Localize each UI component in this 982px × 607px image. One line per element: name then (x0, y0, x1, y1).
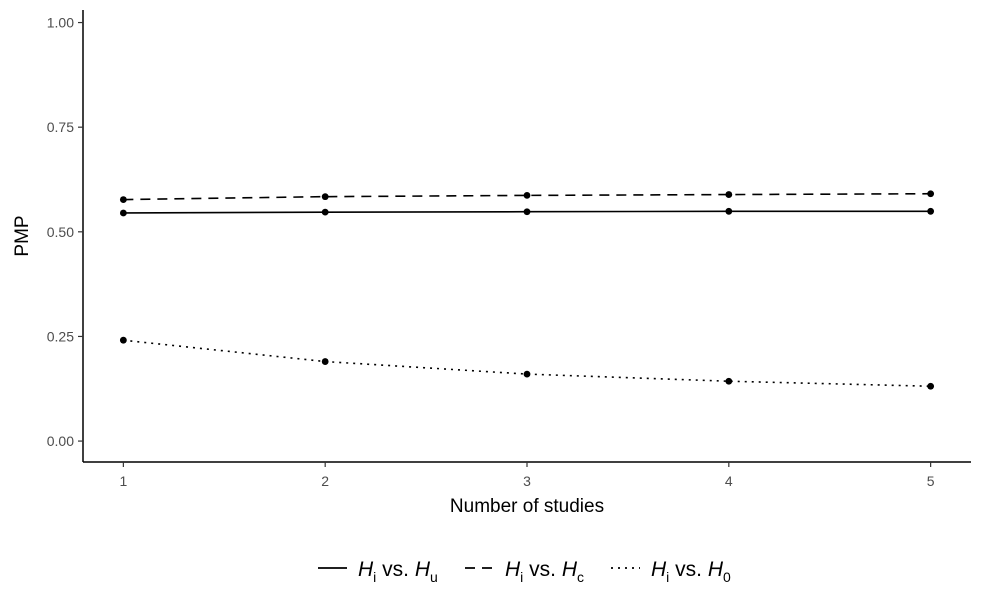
legend-label-part: vs. (523, 558, 562, 581)
x-tick-label: 4 (725, 473, 733, 489)
y-tick-label: 0.75 (47, 119, 74, 135)
series-1-point (725, 207, 733, 215)
legend-label-3: Hi vs. H0 (651, 558, 731, 585)
legend: Hi vs. Hu Hi vs. Hc Hi vs. H0 (318, 558, 731, 585)
series-line-3 (123, 339, 931, 388)
series-2-point (725, 191, 733, 198)
legend-label-part: vs. (376, 558, 415, 581)
legend-label-part: H (562, 558, 578, 581)
legend-label-part: i (520, 569, 523, 585)
legend-label-part: H (415, 558, 431, 581)
series-3-point (119, 336, 127, 344)
ticks-layer: 0.00 0.25 0.50 0.75 1.00 1 2 3 4 5 (47, 15, 935, 489)
legend-label-part: 0 (723, 569, 731, 585)
series-2-point (321, 193, 329, 201)
legend-label-part: c (577, 569, 584, 585)
x-axis-title: Number of studies (450, 496, 604, 517)
series-2-point (119, 196, 127, 203)
series-1-point (927, 207, 935, 215)
legend-label-part: vs. (669, 558, 708, 581)
series-2-point (927, 190, 935, 198)
legend-label-1: Hi vs. Hu (358, 558, 438, 585)
y-axis-title: PMP (12, 215, 33, 256)
x-tick-label: 2 (321, 473, 329, 489)
legend-label-part: u (430, 569, 438, 585)
series-layer (119, 190, 935, 390)
series-1-point (321, 208, 329, 216)
x-tick-label: 3 (523, 473, 531, 489)
y-tick-label: 0.50 (47, 224, 74, 240)
series-3-point (321, 358, 329, 365)
series-1-point (119, 209, 127, 217)
y-tick-label: 0.00 (47, 433, 74, 449)
legend-label-part: H (651, 558, 667, 581)
legend-label-part: H (358, 558, 374, 581)
axes-layer (82, 10, 971, 463)
y-tick-label: 1.00 (47, 15, 74, 31)
series-3-point (725, 377, 733, 385)
series-3-point (523, 370, 531, 378)
legend-label-part: H (708, 558, 724, 581)
series-line-2 (123, 192, 931, 201)
legend-label-part: i (373, 569, 376, 585)
series-2-point (523, 192, 531, 199)
series-1-point (523, 208, 531, 216)
x-tick-label: 1 (119, 473, 127, 489)
y-tick-label: 0.25 (47, 328, 74, 344)
legend-label-part: H (505, 558, 521, 581)
legend-label-2: Hi vs. Hc (505, 558, 584, 585)
series-3-point (927, 382, 935, 390)
x-tick-label: 5 (927, 473, 935, 489)
legend-label-part: i (666, 569, 669, 585)
